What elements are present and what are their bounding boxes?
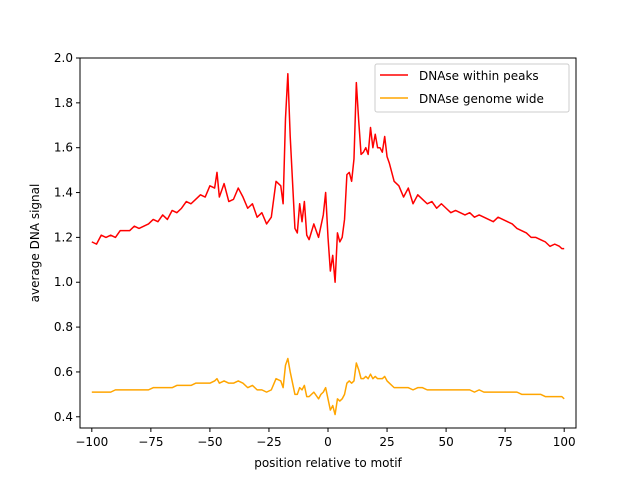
- x-tick-label: 75: [498, 435, 513, 449]
- x-tick-label: −50: [197, 435, 222, 449]
- y-tick-label: 2.0: [54, 51, 73, 65]
- y-tick-label: 1.4: [54, 186, 73, 200]
- series-line-dnase-within-peaks: [91, 72, 565, 283]
- y-axis-label: average DNA signal: [28, 184, 42, 303]
- x-axis-label: position relative to motif: [254, 456, 402, 470]
- y-tick-label: 1.2: [54, 230, 73, 244]
- x-tick-label: 50: [438, 435, 453, 449]
- y-tick-label: 1.6: [54, 141, 73, 155]
- series-line-dnase-genome-wide: [91, 357, 565, 416]
- legend-label-genome-wide: DNAse genome wide: [419, 92, 544, 106]
- y-axis-ticks: 0.4 0.6 0.8 1.0 1.2 1.4 1.6 1.8 2.0: [54, 51, 80, 424]
- y-tick-label: 1.8: [54, 96, 73, 110]
- legend-label-within-peaks: DNAse within peaks: [419, 69, 539, 83]
- x-tick-label: 25: [379, 435, 394, 449]
- x-tick-label: 0: [324, 435, 332, 449]
- x-tick-label: −75: [138, 435, 163, 449]
- y-tick-label: 0.4: [54, 410, 73, 424]
- legend: DNAse within peaks DNAse genome wide: [374, 63, 570, 113]
- y-tick-label: 0.8: [54, 320, 73, 334]
- x-tick-label: −100: [75, 435, 108, 449]
- legend-frame: [374, 63, 570, 113]
- y-tick-label: 0.6: [54, 365, 73, 379]
- x-axis-ticks: −100 −75 −50 −25 0 25 50 75 100: [75, 428, 576, 449]
- x-tick-label: −25: [256, 435, 281, 449]
- series-layer: [91, 72, 565, 416]
- y-tick-label: 1.0: [54, 275, 73, 289]
- x-tick-label: 100: [553, 435, 576, 449]
